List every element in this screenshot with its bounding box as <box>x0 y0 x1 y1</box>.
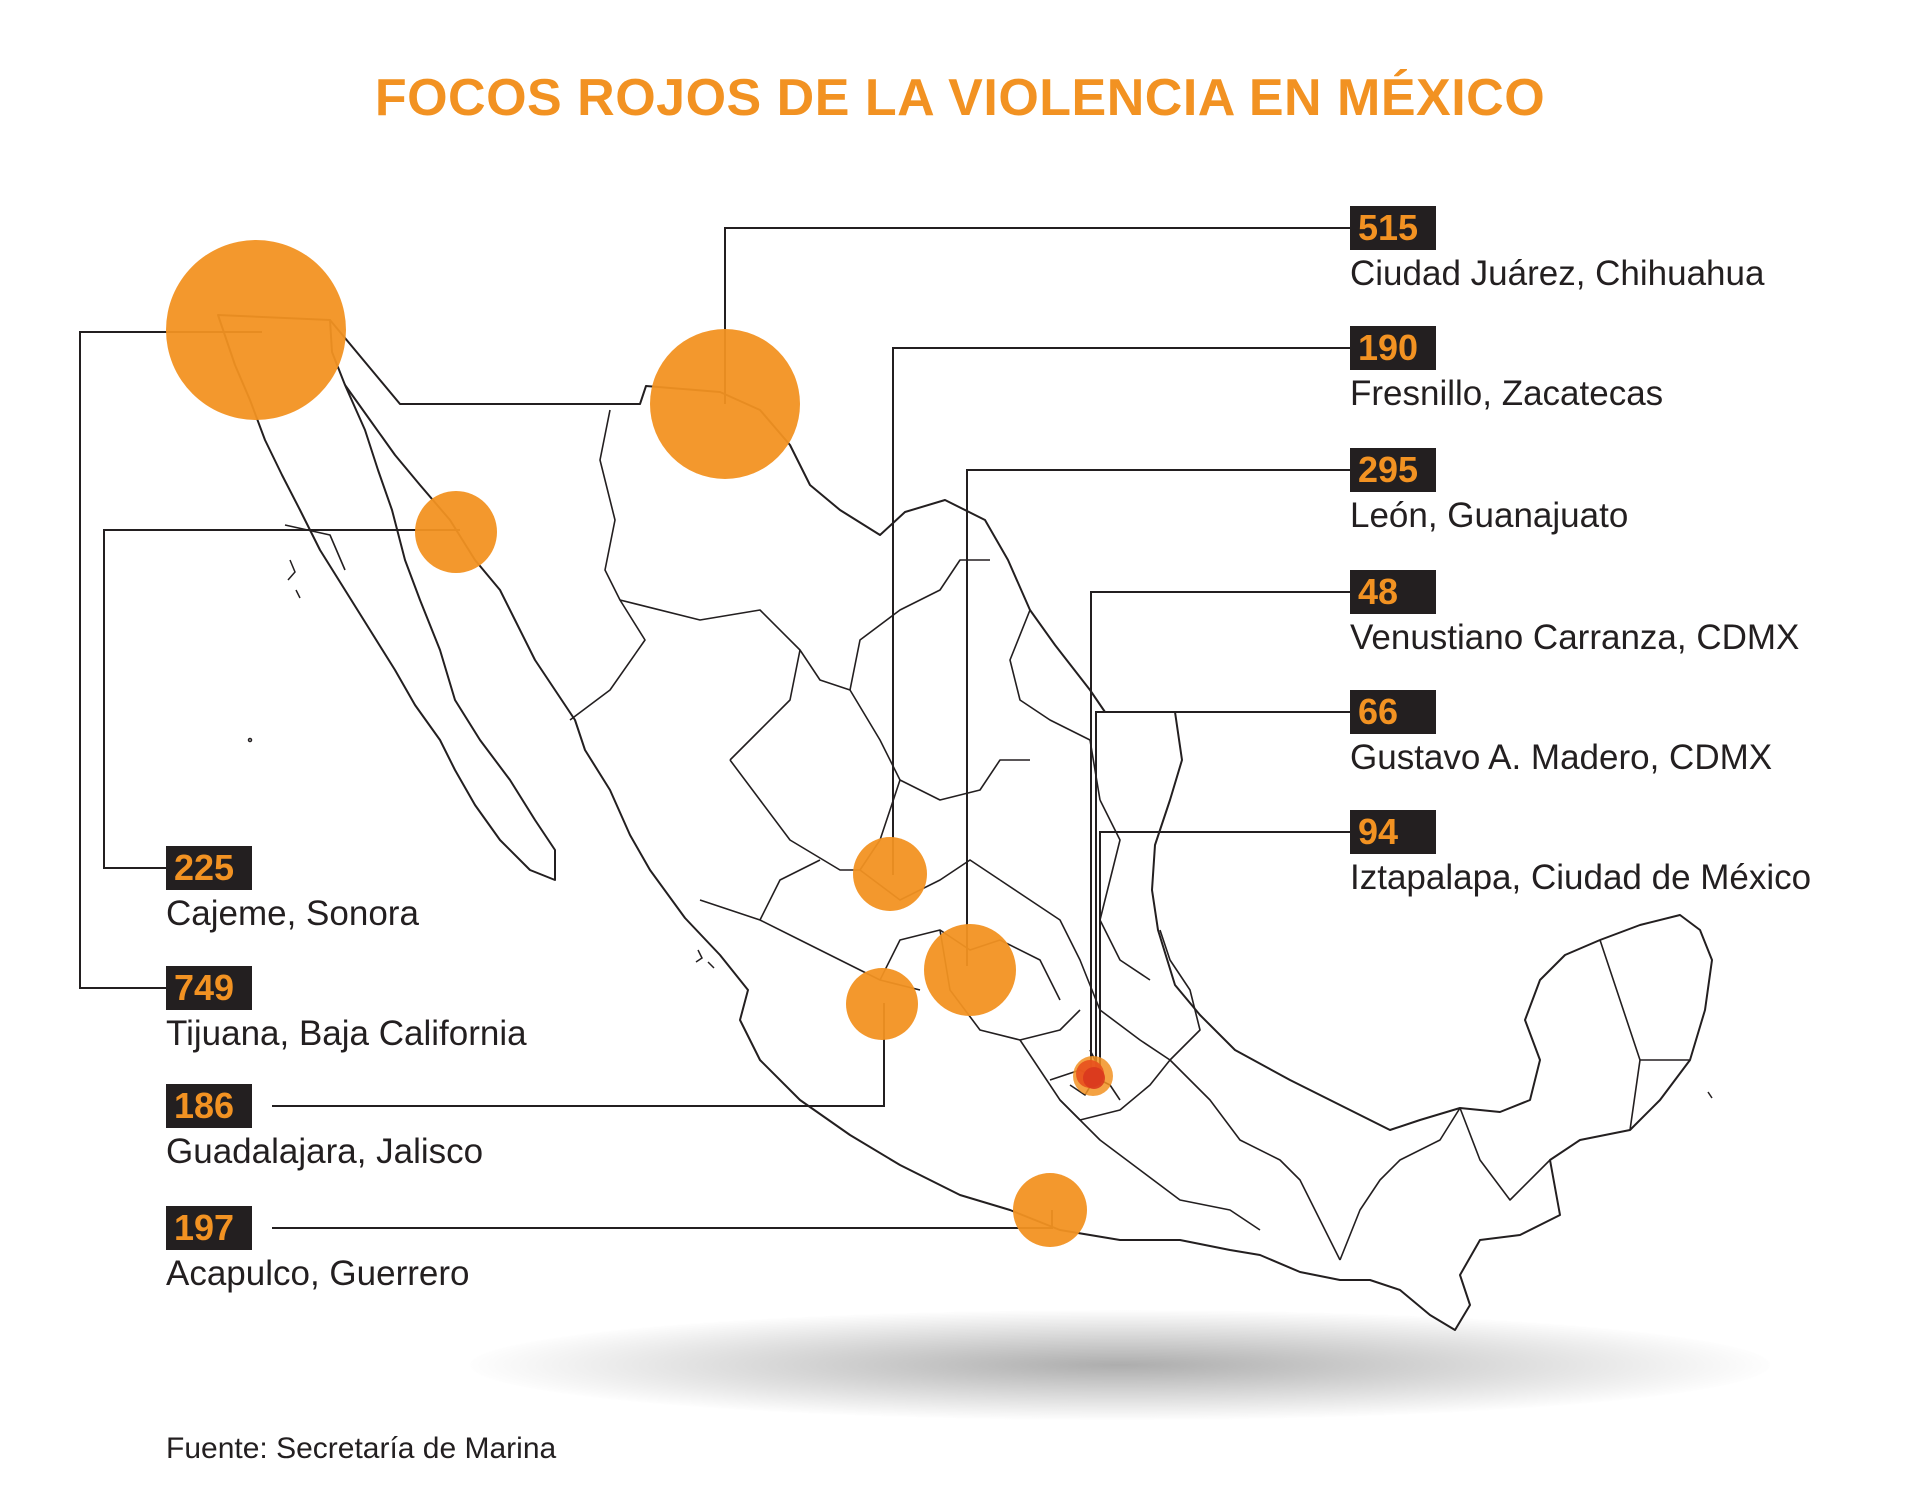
label-leon: 295 León, Guanajuato <box>1350 448 1628 536</box>
value-badge: 295 <box>1350 448 1437 492</box>
leader-line-ciudad-juarez <box>724 227 1350 404</box>
label-ciudad-juarez: 515 Ciudad Juárez, Chihuahua <box>1350 206 1764 294</box>
place-name: Tijuana, Baja California <box>166 1014 527 1053</box>
map-title: FOCOS ROJOS DE LA VIOLENCIA EN MÉXICO <box>374 69 1546 127</box>
place-name: Iztapalapa, Ciudad de México <box>1350 858 1812 897</box>
label-fresnillo: 190 Fresnillo, Zacatecas <box>1350 326 1663 414</box>
place-name: Guadalajara, Jalisco <box>166 1132 484 1171</box>
label-venustiano-carranza: 48 Venustiano Carranza, CDMX <box>1350 570 1799 658</box>
place-name: Fresnillo, Zacatecas <box>1350 374 1664 413</box>
value-badge: 66 <box>1350 690 1436 734</box>
label-iztapalapa: 94 Iztapalapa, Ciudad de México <box>1350 810 1811 898</box>
place-name: Venustiano Carranza, CDMX <box>1350 618 1800 657</box>
value-badge: 48 <box>1350 570 1436 614</box>
bubbles <box>166 240 1113 1247</box>
bubble-venustiano-carranza <box>1083 1067 1105 1089</box>
bubble-guadalajara <box>846 968 918 1040</box>
label-acapulco: 197 Acapulco, Guerrero <box>166 1206 469 1294</box>
place-name: Acapulco, Guerrero <box>166 1254 470 1293</box>
value-badge: 515 <box>1350 206 1437 250</box>
value-badge: 749 <box>166 966 253 1010</box>
bubble-fresnillo <box>853 837 927 911</box>
leader-line-gustavo-madero <box>1095 711 1350 1075</box>
islands <box>247 559 1713 1099</box>
place-name: Gustavo A. Madero, CDMX <box>1350 738 1773 777</box>
place-name: Cajeme, Sonora <box>166 894 419 933</box>
map-shadow <box>470 1310 1770 1420</box>
label-guadalajara: 186 Guadalajara, Jalisco <box>166 1084 483 1172</box>
value-badge: 197 <box>166 1206 253 1250</box>
leader-line-leon <box>966 469 1350 966</box>
mainland-outline <box>327 319 1713 1331</box>
leader-line-cajeme <box>103 529 460 869</box>
bubble-ciudad-juarez <box>650 329 800 479</box>
leader-line-iztapalapa <box>1099 831 1350 1085</box>
label-gustavo-madero: 66 Gustavo A. Madero, CDMX <box>1350 690 1772 778</box>
bubble-leon <box>924 924 1016 1016</box>
place-name: León, Guanajuato <box>1350 496 1629 535</box>
bubble-tijuana <box>166 240 346 420</box>
place-name: Ciudad Juárez, Chihuahua <box>1350 254 1765 293</box>
source-note: Fuente: Secretaría de Marina <box>166 1432 557 1465</box>
value-badge: 190 <box>1350 326 1437 370</box>
bubble-acapulco <box>1013 1173 1087 1247</box>
label-cajeme: 225 Cajeme, Sonora <box>166 846 419 934</box>
value-badge: 225 <box>166 846 253 890</box>
bubble-cajeme <box>415 491 497 573</box>
leader-line-fresnillo <box>892 347 1350 875</box>
leader-line-venustiano-carranza <box>1090 591 1350 1078</box>
value-badge: 186 <box>166 1084 253 1128</box>
value-badge: 94 <box>1350 810 1436 854</box>
baja-california-outline <box>217 314 556 881</box>
label-tijuana: 749 Tijuana, Baja California <box>166 966 527 1054</box>
